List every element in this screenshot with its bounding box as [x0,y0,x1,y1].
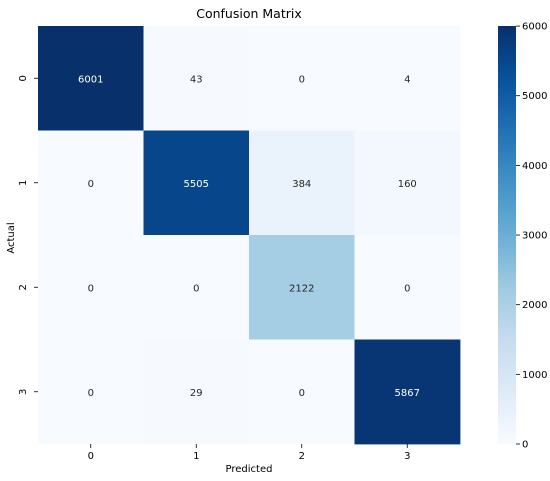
cell-value-label: 6001 [78,74,103,85]
y-tick-label: 2 [18,284,29,290]
x-tick-label: 2 [299,451,305,462]
y-axis-label: Actual [6,222,17,253]
colorbar-tick-label: 0 [522,440,528,451]
colorbar-tick-label: 5000 [522,91,547,102]
x-tick-label: 1 [193,451,199,462]
cell-value-label: 0 [299,388,305,399]
heatmap-cell [249,339,355,445]
heatmap-cell [143,130,250,236]
colorbar-ticks: 0 1000 2000 3000 4000 5000 6000 [516,22,547,451]
chart-title: Confusion Matrix [196,6,302,21]
y-tick-label: 1 [18,180,29,186]
cell-value-label: 0 [88,179,94,190]
y-axis-ticks: 0 1 2 3 [18,75,38,395]
cell-value-label: 0 [88,283,94,294]
cell-value-label: 0 [299,74,305,85]
x-tick-label: 0 [88,451,94,462]
y-tick-label: 0 [18,75,29,81]
heatmap-cell [143,26,250,131]
cell-value-label: 0 [404,283,410,294]
x-axis-ticks: 0 1 2 3 [88,444,410,462]
x-axis-label: Predicted [226,464,273,475]
heatmap-cell [143,339,250,445]
cell-value-label: 0 [193,283,199,294]
colorbar-tick-label: 2000 [522,300,547,311]
colorbar-tick-label: 4000 [522,161,547,172]
cell-value-label: 43 [190,74,203,85]
colorbar-tick-label: 1000 [522,370,547,381]
heatmap-cell [249,26,355,131]
cell-value-label: 0 [88,388,94,399]
cell-value-label: 5867 [395,388,420,399]
cell-value-label: 384 [292,179,311,190]
colorbar-tick-label: 6000 [522,22,547,33]
cell-value-label: 29 [190,388,203,399]
heatmap-cell [249,235,355,340]
cell-value-label: 5505 [184,179,209,190]
heatmap-cell [38,130,144,236]
cell-value-label: 4 [404,74,410,85]
heatmap-cell [354,235,461,340]
heatmap-cell [38,26,144,131]
heatmap-cell [249,130,355,236]
heatmap-cell [38,235,144,340]
cell-value-label: 160 [398,179,417,190]
cell-value-label: 2122 [289,283,314,294]
colorbar-gradient [498,26,516,444]
heatmap-cells: 6001 43 0 4 0 5505 384 160 0 0 2122 0 0 29 0 5867 [38,26,461,445]
colorbar-tick-label: 3000 [522,231,547,242]
heatmap-cell [354,339,461,445]
heatmap-cell [354,130,461,236]
heatmap-cell [354,26,461,131]
colorbar: 0 1000 2000 3000 4000 5000 6000 [498,22,547,451]
y-tick-label: 3 [18,389,29,395]
heatmap-cell [38,339,144,445]
heatmap-cell [143,235,250,340]
x-tick-label: 3 [404,451,410,462]
